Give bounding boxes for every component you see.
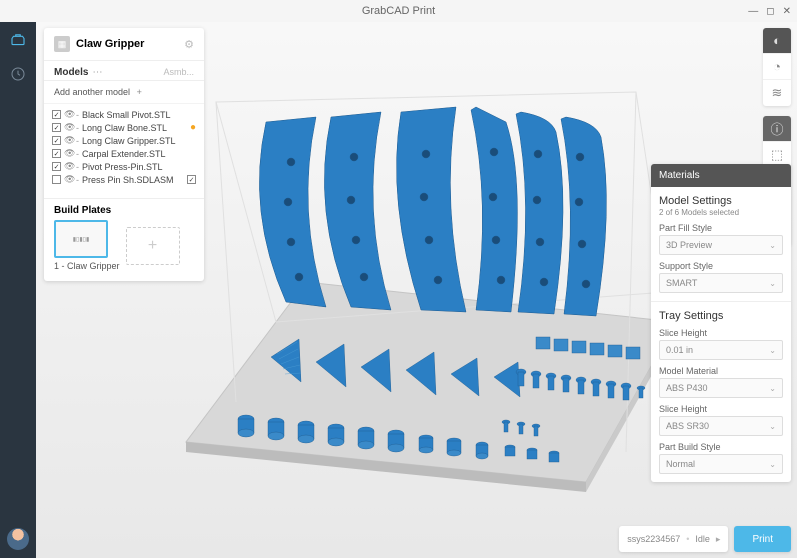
tray-setting-label: Part Build Style	[659, 442, 783, 452]
model-settings-title: Model Settings	[659, 195, 783, 207]
model-file-name: Long Claw Gripper.STL	[82, 136, 196, 146]
rail-projects-icon[interactable]	[8, 30, 28, 50]
printer-state: Idle	[695, 534, 710, 544]
title-bar: GrabCAD Print — ◻ ✕	[0, 0, 797, 22]
materials-header: Materials	[651, 164, 791, 187]
add-model-plus-icon: +	[137, 87, 142, 97]
project-title: Claw Gripper	[76, 38, 178, 50]
viewport-3d[interactable]: ▦ Claw Gripper ⚙ Models ⋯ Asmb... Add an…	[36, 22, 797, 558]
chevron-down-icon: ⌄	[769, 460, 776, 469]
model-row[interactable]: 👁-Press Pin Sh.SDLASM	[50, 173, 198, 186]
model-list: 👁-Black Small Pivot.STL👁-Long Claw Bone.…	[44, 104, 204, 194]
printer-expand-icon[interactable]: ▸	[716, 534, 721, 545]
panel-tabs: Models ⋯ Asmb...	[44, 61, 204, 81]
model-row[interactable]: 👁-Carpal Extender.STL	[50, 147, 198, 160]
add-build-plate-button[interactable]: +	[126, 227, 180, 265]
visibility-icon[interactable]: 👁	[64, 122, 73, 133]
select-value: 0.01 in	[666, 345, 693, 355]
tray-setting-label: Slice Height	[659, 328, 783, 338]
chevron-down-icon: ⌄	[769, 346, 776, 355]
model-setting-select[interactable]: SMART ⌄	[659, 273, 783, 293]
warning-icon: ●	[190, 122, 196, 133]
tray-setting-select[interactable]: 0.01 in ⌄	[659, 340, 783, 360]
view-shaded-icon[interactable]: ◐	[763, 28, 791, 54]
build-plates-title: Build Plates	[54, 205, 194, 216]
tab-models[interactable]: Models	[54, 67, 88, 78]
visibility-icon[interactable]: 👁	[64, 161, 73, 172]
model-checkbox[interactable]	[52, 123, 61, 132]
model-row[interactable]: 👁-Black Small Pivot.STL	[50, 108, 198, 121]
maximize-button[interactable]: ◻	[766, 6, 774, 17]
model-setting-label: Part Fill Style	[659, 223, 783, 233]
model-row[interactable]: 👁-Pivot Press-Pin.STL	[50, 160, 198, 173]
select-value: SMART	[666, 278, 697, 288]
print-button-label: Print	[752, 534, 773, 545]
select-value: ABS P430	[666, 383, 708, 393]
app-title: GrabCAD Print	[362, 5, 435, 17]
main-area: ▦ Claw Gripper ⚙ Models ⋯ Asmb... Add an…	[0, 22, 797, 558]
tool-info-icon[interactable]: ⓘ	[763, 116, 791, 142]
left-rail	[0, 22, 36, 558]
chevron-down-icon: ⌄	[769, 279, 776, 288]
build-plates-section: Build Plates ▮▯▮▯▮ 1 - Claw Gripper +	[44, 198, 204, 281]
visibility-icon[interactable]: 👁	[64, 174, 73, 185]
model-file-name: Press Pin Sh.SDLASM	[82, 175, 184, 185]
printer-status[interactable]: ssys2234567 • Idle ▸	[619, 526, 728, 552]
select-value: 3D Preview	[666, 240, 712, 250]
project-panel-header: ▦ Claw Gripper ⚙	[44, 28, 204, 61]
view-layers-icon[interactable]: ◔	[763, 54, 791, 80]
model-checkbox[interactable]	[52, 110, 61, 119]
model-row[interactable]: 👁-Long Claw Gripper.STL	[50, 134, 198, 147]
chevron-down-icon: ⌄	[769, 241, 776, 250]
tray-setting-select[interactable]: Normal ⌄	[659, 454, 783, 474]
build-plate-label: 1 - Claw Gripper	[54, 261, 120, 271]
visibility-icon[interactable]: 👁	[64, 135, 73, 146]
model-checkbox[interactable]	[52, 136, 61, 145]
model-checkbox[interactable]	[52, 162, 61, 171]
tray-setting-select[interactable]: ABS P430 ⌄	[659, 378, 783, 398]
model-settings-subtitle: 2 of 6 Models selected	[659, 208, 783, 217]
tab-assemblies[interactable]: Asmb...	[163, 67, 194, 78]
printer-id: ssys2234567	[627, 534, 680, 544]
build-tray-render	[156, 62, 696, 502]
tray-setting-label: Slice Height	[659, 404, 783, 414]
print-button[interactable]: Print	[734, 526, 791, 552]
close-button[interactable]: ✕	[783, 6, 791, 17]
select-value: ABS SR30	[666, 421, 709, 431]
tray-setting-label: Model Material	[659, 366, 783, 376]
chevron-down-icon: ⌄	[769, 384, 776, 393]
model-row[interactable]: 👁-Long Claw Bone.STL●	[50, 121, 198, 134]
bottom-bar: ssys2234567 • Idle ▸ Print	[619, 526, 791, 552]
tab-models-menu[interactable]: ⋯	[92, 67, 102, 78]
model-setting-label: Support Style	[659, 261, 783, 271]
visibility-icon[interactable]: 👁	[64, 148, 73, 159]
tray-settings-title: Tray Settings	[659, 310, 783, 322]
model-checkbox[interactable]	[52, 175, 61, 184]
model-file-name: Black Small Pivot.STL	[82, 110, 196, 120]
window-controls: — ◻ ✕	[748, 6, 791, 17]
view-wireframe-icon[interactable]: ≋	[763, 80, 791, 106]
model-checkbox[interactable]	[52, 149, 61, 158]
project-icon: ▦	[54, 36, 70, 52]
user-avatar[interactable]	[7, 528, 29, 550]
model-file-name: Long Claw Bone.STL	[82, 123, 187, 133]
tray-setting-select[interactable]: ABS SR30 ⌄	[659, 416, 783, 436]
add-model-label: Add another model	[54, 87, 130, 97]
build-plate-thumb[interactable]: ▮▯▮▯▮	[54, 220, 108, 258]
visibility-icon[interactable]: 👁	[64, 109, 73, 120]
project-panel: ▦ Claw Gripper ⚙ Models ⋯ Asmb... Add an…	[44, 28, 204, 281]
minimize-button[interactable]: —	[748, 6, 758, 17]
model-file-name: Pivot Press-Pin.STL	[82, 162, 196, 172]
add-model-row[interactable]: Add another model +	[44, 81, 204, 104]
model-setting-select[interactable]: 3D Preview ⌄	[659, 235, 783, 255]
rail-history-icon[interactable]	[8, 64, 28, 84]
model-file-name: Carpal Extender.STL	[82, 149, 196, 159]
assembly-checkbox[interactable]	[187, 175, 196, 184]
project-settings-icon[interactable]: ⚙	[184, 38, 194, 51]
chevron-down-icon: ⌄	[769, 422, 776, 431]
materials-panel: Materials Model Settings 2 of 6 Models s…	[651, 164, 791, 482]
select-value: Normal	[666, 459, 695, 469]
